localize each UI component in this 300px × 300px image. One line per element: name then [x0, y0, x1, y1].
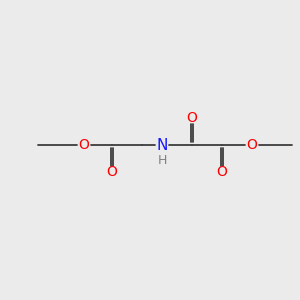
Text: O: O — [187, 111, 197, 125]
Text: H: H — [157, 154, 167, 167]
Text: O: O — [79, 138, 89, 152]
Text: O: O — [217, 165, 227, 179]
Text: O: O — [247, 138, 257, 152]
Text: O: O — [106, 165, 117, 179]
Text: N: N — [156, 137, 168, 152]
